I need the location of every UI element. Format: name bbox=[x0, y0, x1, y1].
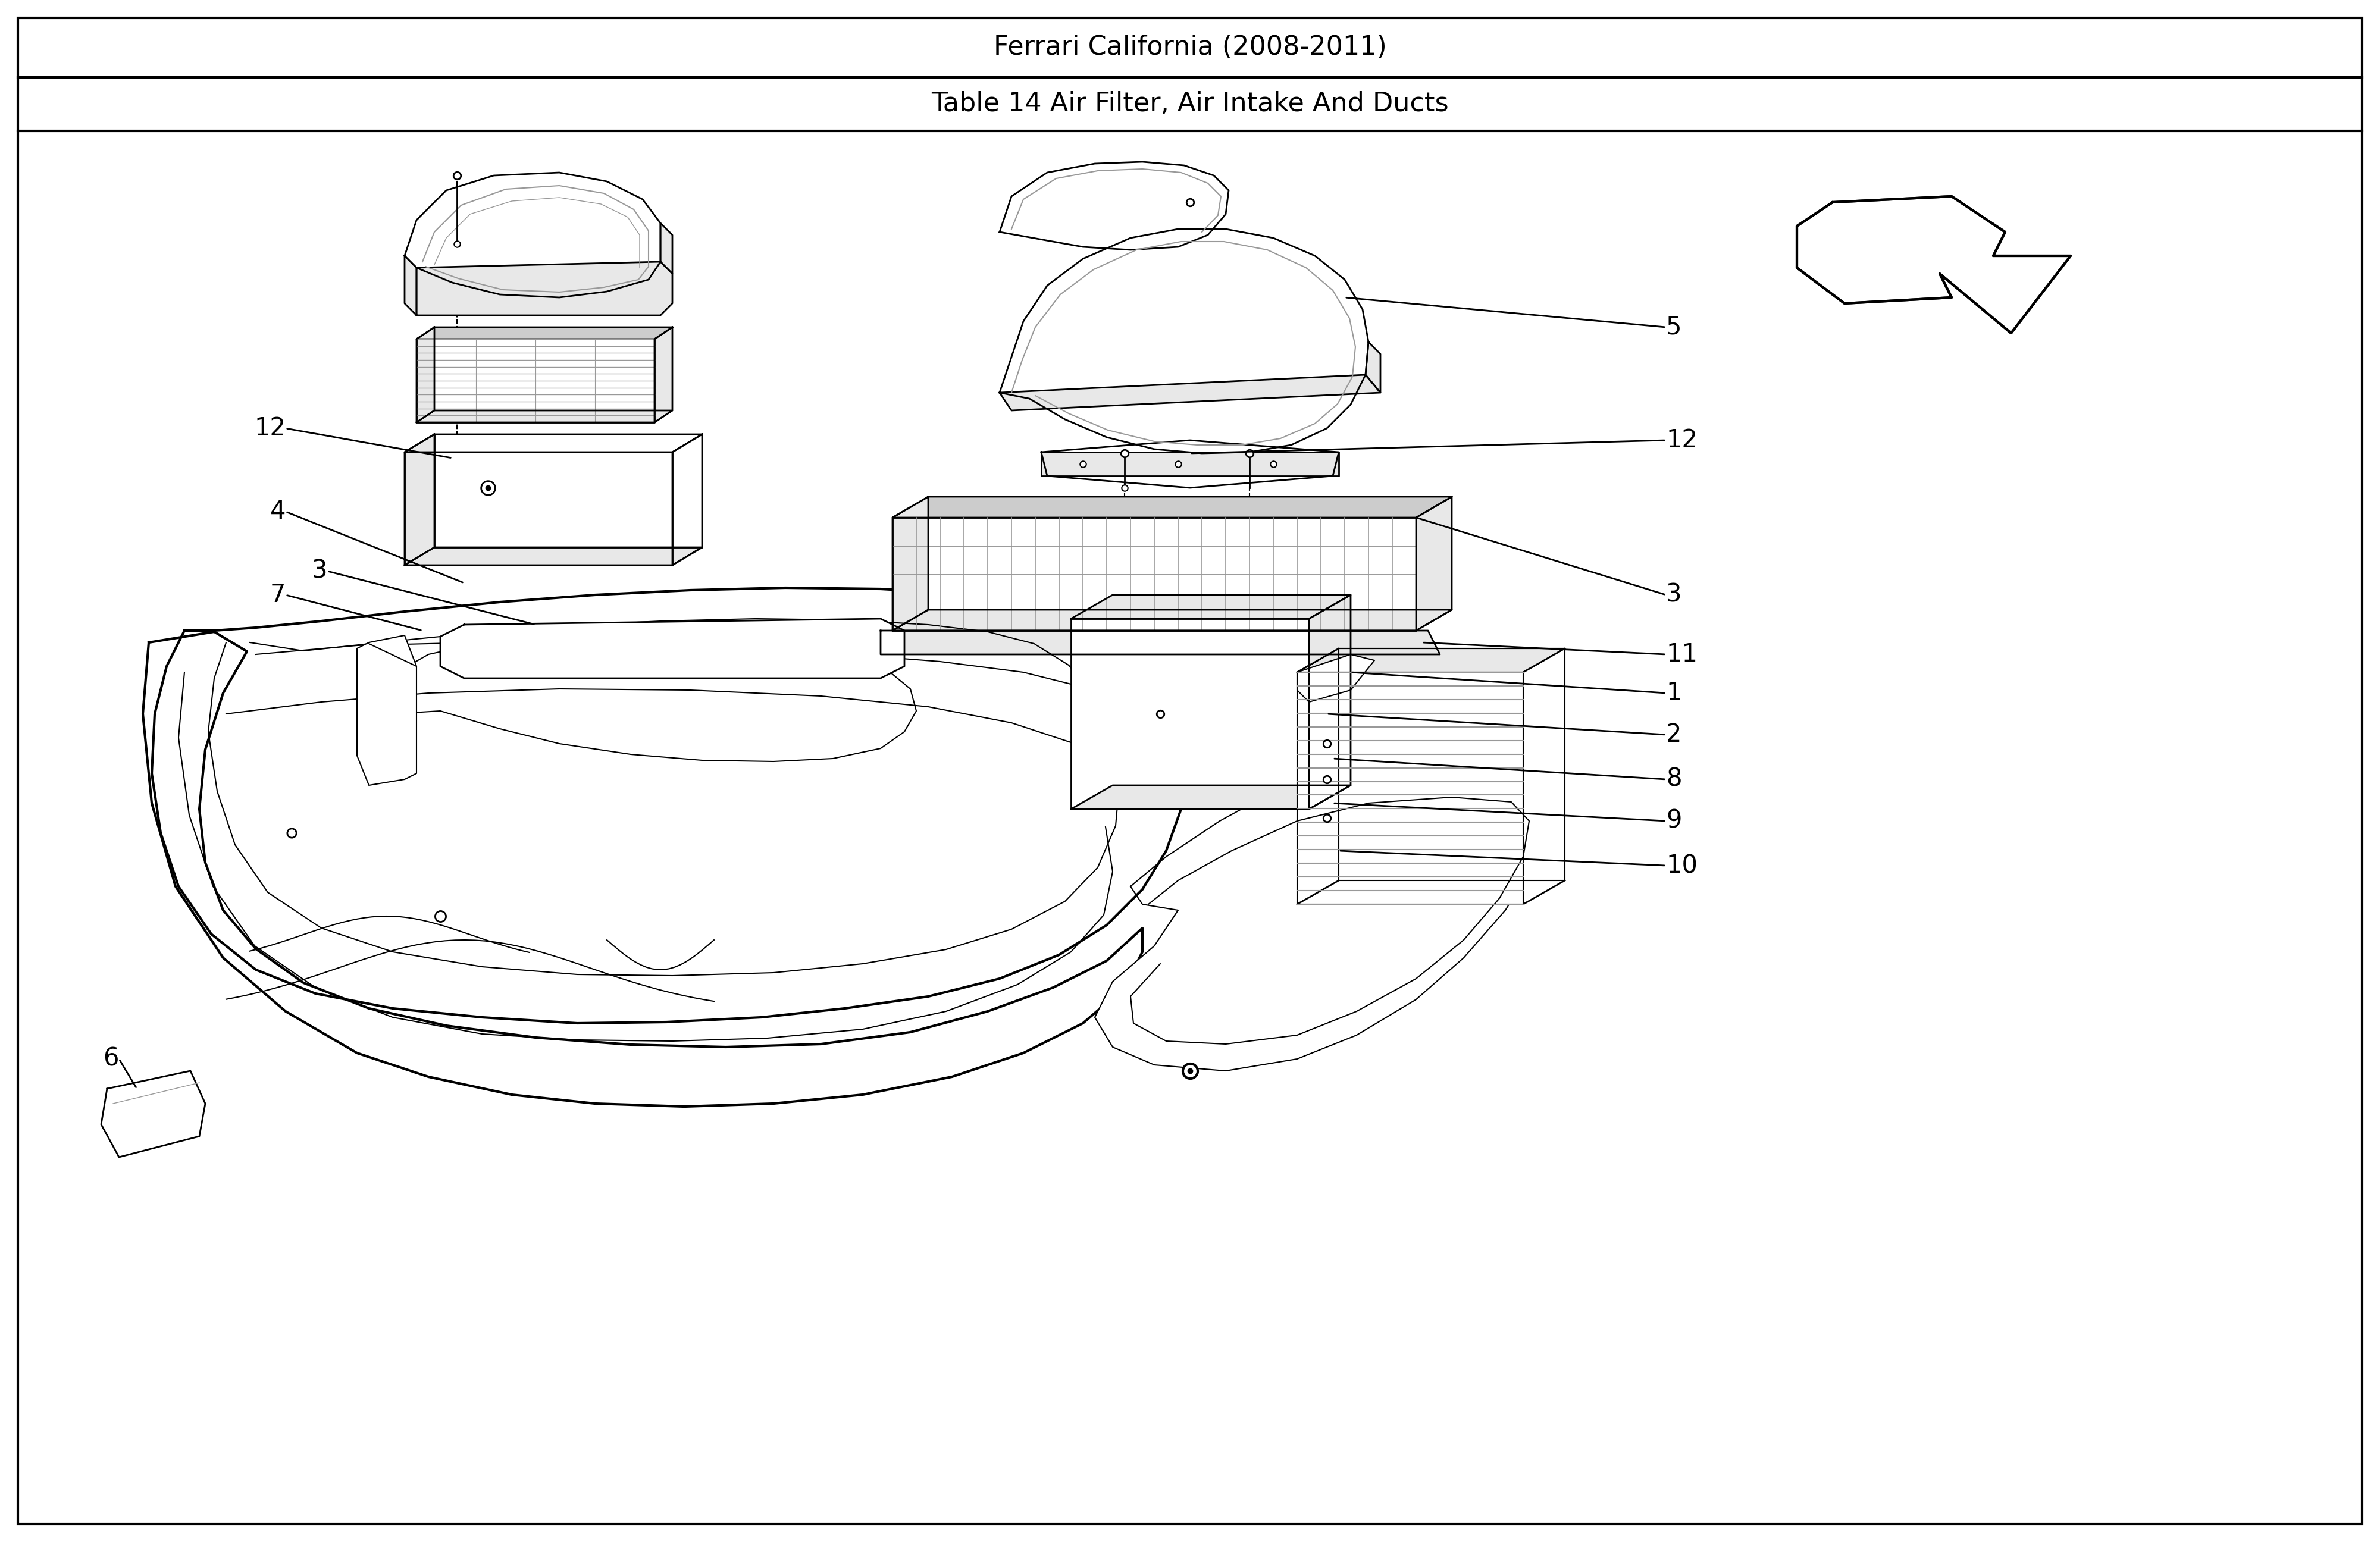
Polygon shape bbox=[881, 631, 1440, 654]
Text: Ferrari California (2008-2011): Ferrari California (2008-2011) bbox=[992, 35, 1388, 60]
Text: 10: 10 bbox=[1666, 853, 1697, 877]
Polygon shape bbox=[1309, 595, 1352, 810]
Polygon shape bbox=[405, 173, 662, 298]
Polygon shape bbox=[1416, 497, 1452, 631]
Text: 5: 5 bbox=[1666, 315, 1683, 339]
Polygon shape bbox=[1297, 672, 1523, 904]
Polygon shape bbox=[1000, 230, 1368, 453]
Text: 11: 11 bbox=[1666, 641, 1697, 666]
Polygon shape bbox=[892, 497, 1452, 518]
Polygon shape bbox=[1297, 654, 1376, 702]
Polygon shape bbox=[143, 632, 1142, 1107]
Polygon shape bbox=[416, 410, 674, 423]
Polygon shape bbox=[416, 327, 674, 339]
Polygon shape bbox=[100, 1070, 205, 1156]
Polygon shape bbox=[416, 327, 433, 423]
Polygon shape bbox=[357, 635, 416, 785]
Text: 12: 12 bbox=[255, 416, 286, 441]
Polygon shape bbox=[1071, 595, 1352, 618]
Text: 3: 3 bbox=[312, 558, 328, 583]
Polygon shape bbox=[654, 327, 674, 423]
Polygon shape bbox=[19, 77, 2361, 131]
Polygon shape bbox=[405, 435, 702, 452]
Polygon shape bbox=[152, 588, 1185, 1024]
Text: 1: 1 bbox=[1666, 680, 1683, 706]
Polygon shape bbox=[405, 547, 702, 566]
Polygon shape bbox=[1366, 342, 1380, 393]
Polygon shape bbox=[433, 435, 702, 547]
Text: Table 14 Air Filter, Air Intake And Ducts: Table 14 Air Filter, Air Intake And Duct… bbox=[931, 91, 1449, 117]
Text: 4: 4 bbox=[269, 500, 286, 524]
Polygon shape bbox=[674, 435, 702, 566]
Text: 3: 3 bbox=[1666, 583, 1683, 608]
Polygon shape bbox=[1000, 375, 1380, 410]
Polygon shape bbox=[1297, 649, 1566, 672]
Polygon shape bbox=[662, 224, 674, 273]
Polygon shape bbox=[19, 19, 2361, 77]
Polygon shape bbox=[416, 262, 674, 315]
Polygon shape bbox=[405, 256, 416, 315]
Text: 2: 2 bbox=[1666, 722, 1683, 748]
Polygon shape bbox=[1071, 618, 1309, 810]
Text: 12: 12 bbox=[1666, 427, 1697, 453]
Polygon shape bbox=[892, 518, 1416, 631]
Polygon shape bbox=[405, 452, 674, 566]
Polygon shape bbox=[1797, 196, 2071, 333]
Polygon shape bbox=[1000, 162, 1228, 250]
Polygon shape bbox=[405, 435, 433, 566]
Text: 8: 8 bbox=[1666, 766, 1683, 793]
Polygon shape bbox=[892, 609, 1452, 631]
Polygon shape bbox=[1338, 649, 1566, 880]
Polygon shape bbox=[416, 339, 654, 423]
Text: 9: 9 bbox=[1666, 808, 1683, 834]
Text: 7: 7 bbox=[269, 583, 286, 608]
Polygon shape bbox=[1797, 196, 2071, 333]
Text: 6: 6 bbox=[102, 1047, 119, 1072]
Polygon shape bbox=[1071, 785, 1352, 810]
Polygon shape bbox=[1042, 452, 1338, 476]
Polygon shape bbox=[440, 618, 904, 678]
Polygon shape bbox=[1042, 439, 1338, 487]
Polygon shape bbox=[1095, 743, 1559, 1070]
Polygon shape bbox=[892, 497, 928, 631]
